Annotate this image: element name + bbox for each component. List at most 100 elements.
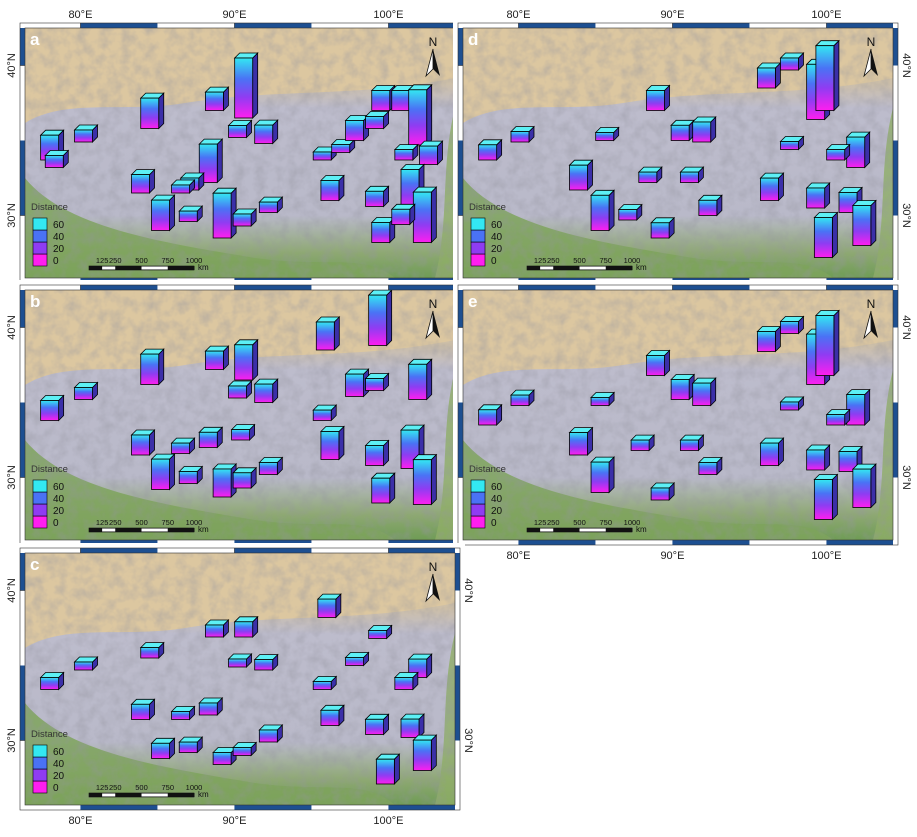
bar xyxy=(679,439,699,451)
frame-block xyxy=(826,23,893,28)
scale-segment xyxy=(141,266,168,270)
frame-block xyxy=(518,285,596,290)
frame-inner xyxy=(462,27,894,279)
lon-label: 100°E xyxy=(373,9,403,21)
bar xyxy=(806,449,826,471)
bar-3d xyxy=(364,110,390,130)
frame-block xyxy=(388,805,455,810)
bar-3d xyxy=(212,463,238,498)
legend-title: Distance xyxy=(31,729,68,740)
bar xyxy=(345,120,364,141)
north-label: N xyxy=(867,297,876,311)
frame-block xyxy=(388,548,455,553)
bar xyxy=(178,210,198,222)
bar-3d xyxy=(212,187,238,239)
scale-label: 250 xyxy=(109,256,122,265)
bar xyxy=(670,379,690,400)
bar xyxy=(412,739,432,771)
frame-block xyxy=(234,805,312,810)
frame-block xyxy=(518,540,596,545)
frame-block xyxy=(20,402,25,478)
bar-3d xyxy=(150,453,176,491)
bar-3d xyxy=(759,172,785,202)
bar-3d xyxy=(44,149,70,169)
scale-segment xyxy=(102,266,116,270)
bar xyxy=(646,355,665,376)
bar-3d xyxy=(650,216,676,239)
bar xyxy=(650,487,670,501)
bar xyxy=(258,729,278,743)
bar xyxy=(232,213,252,227)
scale-segment xyxy=(141,528,168,532)
bar xyxy=(569,164,588,191)
bar xyxy=(815,45,835,111)
bar-3d xyxy=(330,138,356,154)
bar-3d xyxy=(73,124,99,143)
legend-label: 0 xyxy=(53,256,59,267)
frame-block xyxy=(826,540,893,545)
frame-block xyxy=(458,140,463,216)
scale-label: 250 xyxy=(109,783,122,792)
scale-label: 1000 xyxy=(186,256,203,265)
lon-label: 90°E xyxy=(222,815,246,827)
bar xyxy=(394,149,414,161)
frame-block xyxy=(826,285,893,290)
lat-label: 40°N xyxy=(900,53,912,78)
frame-block xyxy=(20,553,25,591)
bar-side xyxy=(426,83,433,146)
bar-3d xyxy=(364,713,390,736)
legend-label: 20 xyxy=(53,771,65,782)
lon-label: 100°E xyxy=(811,550,841,562)
bar-3d xyxy=(315,316,341,351)
legend-label: 20 xyxy=(53,244,65,255)
bar-side xyxy=(864,131,871,169)
bar xyxy=(510,131,530,143)
bar-3d xyxy=(370,472,396,504)
bar-side xyxy=(831,473,838,521)
north-arrow xyxy=(433,49,440,76)
bar-3d xyxy=(344,368,370,398)
legend-swatch xyxy=(470,515,486,529)
legend-swatch xyxy=(470,229,486,243)
frame-block xyxy=(672,285,750,290)
bar-3d xyxy=(407,83,433,146)
bar xyxy=(760,177,779,201)
bar xyxy=(320,709,340,726)
bar xyxy=(212,752,232,765)
frame-block xyxy=(458,28,463,66)
bar-side xyxy=(386,290,393,347)
bar xyxy=(317,598,337,618)
bar xyxy=(320,431,340,460)
scale-label: 125 xyxy=(96,518,109,527)
bar-3d xyxy=(779,52,805,71)
scale-segment xyxy=(579,266,606,270)
frame-block xyxy=(20,28,25,66)
bar xyxy=(815,315,835,376)
bar-3d xyxy=(212,746,238,766)
legend-swatch xyxy=(32,241,48,255)
frame-block xyxy=(388,540,455,545)
scale-label: 1000 xyxy=(186,783,203,792)
bar-3d xyxy=(344,114,370,142)
bar-side xyxy=(158,348,165,386)
bar xyxy=(478,409,498,426)
frame-block xyxy=(234,540,312,545)
bar xyxy=(569,432,588,456)
bar-3d xyxy=(412,734,438,772)
bar xyxy=(212,468,232,498)
scale-label: 750 xyxy=(599,518,612,527)
bar xyxy=(234,621,254,638)
bar-3d xyxy=(407,358,433,401)
panel-label: d xyxy=(468,30,478,49)
bar-3d xyxy=(679,166,705,184)
bar xyxy=(258,462,278,475)
bar-3d xyxy=(150,737,176,760)
bar-3d xyxy=(367,624,393,640)
bar-side xyxy=(338,425,345,461)
legend-label: 0 xyxy=(491,256,497,267)
map-body xyxy=(25,28,455,278)
